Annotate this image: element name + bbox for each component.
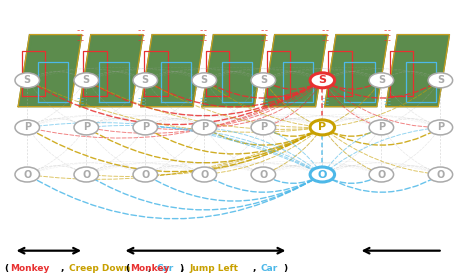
Text: ,: , — [61, 264, 67, 273]
Polygon shape — [20, 36, 80, 105]
Text: P: P — [142, 122, 149, 132]
Text: P: P — [201, 122, 208, 132]
Text: P: P — [260, 122, 267, 132]
Polygon shape — [141, 35, 204, 107]
Text: P: P — [24, 122, 31, 132]
Circle shape — [133, 167, 158, 182]
Text: O: O — [141, 170, 149, 179]
Text: O: O — [23, 170, 31, 179]
Circle shape — [428, 73, 453, 88]
Polygon shape — [325, 35, 388, 107]
Text: ,: , — [181, 264, 188, 273]
Polygon shape — [327, 36, 387, 105]
Polygon shape — [18, 35, 82, 107]
Text: S: S — [318, 75, 326, 85]
Text: ,: , — [148, 264, 155, 273]
Circle shape — [133, 120, 158, 135]
Circle shape — [74, 167, 99, 182]
Polygon shape — [386, 35, 449, 107]
Text: O: O — [436, 170, 444, 179]
Circle shape — [192, 120, 217, 135]
Polygon shape — [266, 36, 326, 105]
Polygon shape — [204, 36, 264, 105]
Circle shape — [15, 167, 39, 182]
Text: O: O — [318, 170, 327, 179]
Text: Monkey: Monkey — [10, 264, 49, 273]
Polygon shape — [82, 36, 142, 105]
Circle shape — [74, 73, 99, 88]
Polygon shape — [143, 36, 203, 105]
Text: ): ) — [283, 264, 287, 273]
Polygon shape — [263, 35, 327, 107]
Text: Car: Car — [157, 264, 174, 273]
Circle shape — [369, 120, 394, 135]
Circle shape — [428, 120, 453, 135]
Text: Creep Down: Creep Down — [69, 264, 130, 273]
Text: Jump Left: Jump Left — [189, 264, 238, 273]
Circle shape — [74, 120, 99, 135]
Text: O: O — [377, 170, 385, 179]
Text: S: S — [437, 75, 444, 85]
Circle shape — [251, 73, 276, 88]
Circle shape — [15, 120, 39, 135]
Text: S: S — [260, 75, 267, 85]
Text: S: S — [83, 75, 90, 85]
Polygon shape — [79, 35, 143, 107]
Circle shape — [310, 120, 335, 135]
Text: P: P — [318, 122, 326, 132]
Text: P: P — [83, 122, 90, 132]
Polygon shape — [388, 36, 448, 105]
Circle shape — [428, 167, 453, 182]
Polygon shape — [202, 35, 266, 107]
Text: O: O — [82, 170, 90, 179]
Text: ): ) — [179, 264, 183, 273]
Circle shape — [369, 167, 394, 182]
Text: O: O — [200, 170, 208, 179]
Text: (: ( — [125, 264, 129, 273]
Circle shape — [15, 73, 39, 88]
Text: Car: Car — [261, 264, 278, 273]
Text: S: S — [378, 75, 385, 85]
Circle shape — [133, 73, 158, 88]
Text: S: S — [24, 75, 31, 85]
Text: P: P — [437, 122, 444, 132]
Text: ,: , — [252, 264, 259, 273]
Circle shape — [192, 73, 217, 88]
Circle shape — [251, 120, 276, 135]
Circle shape — [369, 73, 394, 88]
Text: S: S — [201, 75, 208, 85]
Text: O: O — [259, 170, 267, 179]
Circle shape — [310, 73, 335, 88]
Circle shape — [251, 167, 276, 182]
Text: Monkey: Monkey — [130, 264, 169, 273]
Text: P: P — [378, 122, 385, 132]
Text: S: S — [142, 75, 149, 85]
Circle shape — [192, 167, 217, 182]
Circle shape — [310, 167, 335, 182]
Text: (: ( — [5, 264, 9, 273]
